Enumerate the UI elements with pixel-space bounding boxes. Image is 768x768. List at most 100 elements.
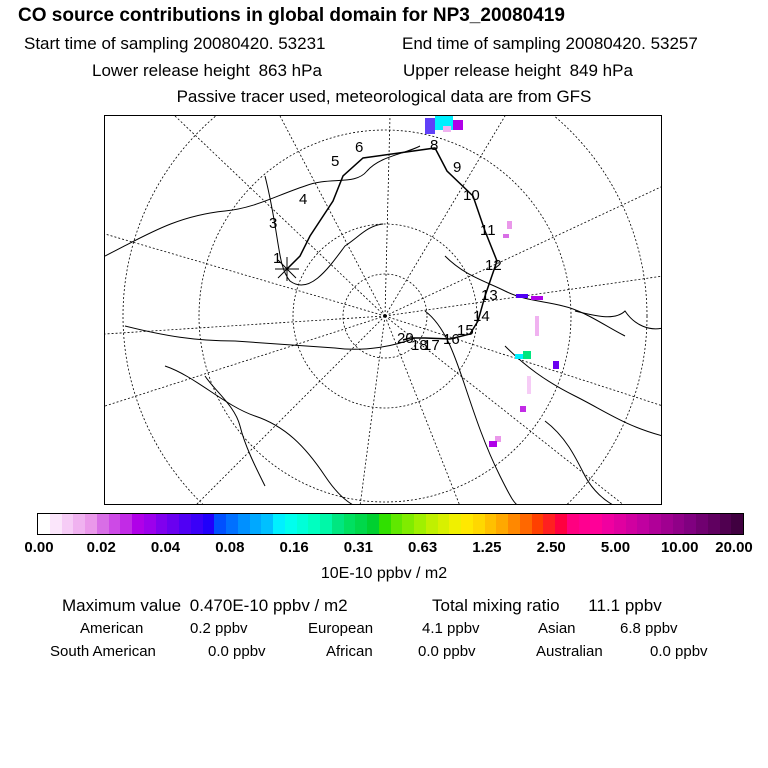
trajectory-label: 10 (463, 187, 480, 204)
colorbar-cell (214, 514, 226, 534)
trajectory-label: 15 (457, 322, 474, 339)
total-mixing-label: Total mixing ratio (432, 596, 560, 615)
colorbar-cell (367, 514, 379, 534)
plume-patch (531, 296, 543, 300)
colorbar-cell (484, 514, 497, 534)
colorbar-cell (202, 514, 215, 534)
colorbar-cell (637, 514, 649, 534)
trajectory-label: 5 (331, 153, 340, 170)
total-mixing-line: Total mixing ratio 11.1 ppbv (432, 596, 662, 616)
meridian (279, 116, 386, 317)
colorbar-cell (61, 514, 74, 534)
colorbar-cell (684, 514, 696, 534)
colorbar-cell (543, 514, 555, 534)
plume-patch (515, 354, 523, 359)
colorbar-cell (378, 514, 391, 534)
trajectory-label: 8 (430, 137, 439, 154)
colorbar-tick-label: 0.31 (343, 539, 373, 556)
colorbar-cell (120, 514, 132, 534)
total-mixing-value: 11.1 ppbv (588, 596, 662, 615)
release-site-marker (275, 257, 299, 281)
region-value: 0.0 ppbv (208, 643, 266, 660)
colorbar-cell (226, 514, 238, 534)
trajectory-label: 11 (480, 222, 496, 239)
plume-patch (553, 361, 559, 369)
colorbar-tick-label: 5.00 (600, 539, 631, 556)
region-name: Australian (536, 643, 603, 660)
region-name: European (308, 620, 374, 637)
colorbar-cell (49, 514, 62, 534)
colorbar-cell (190, 514, 203, 534)
colorbar-cell (731, 514, 743, 534)
colorbar-cell (437, 514, 450, 534)
colorbar-tick-label: 2.50 (536, 539, 566, 556)
colorbar-cell (719, 514, 732, 534)
start-time-line: Start time of sampling 20080420. 53231 (24, 34, 326, 54)
colorbar-units: 10E-10 ppbv / m2 (320, 565, 448, 582)
coastline-canada (264, 175, 384, 286)
coastline-europe (444, 255, 626, 337)
region-value: 4.1 ppbv (422, 620, 480, 637)
colorbar-cell (85, 514, 97, 534)
colorbar-cell (531, 514, 544, 534)
colorbar-tick-label: 0.02 (86, 539, 116, 556)
colorbar-cell (261, 514, 273, 534)
meridian (196, 315, 386, 504)
colorbar-cell (284, 514, 297, 534)
trajectory-label: 14 (473, 308, 490, 325)
coastline-greenland (105, 145, 421, 257)
colorbar-cell (73, 514, 85, 534)
trajectory-label: 20 (397, 330, 414, 347)
meridian (384, 186, 661, 317)
plume-patch (489, 441, 497, 447)
plume-patch (503, 234, 509, 238)
colorbar-tick-label: 0.63 (408, 539, 438, 556)
colorbar-cell (660, 514, 673, 534)
colorbar-cell (390, 514, 403, 534)
trajectory-label: 17 (423, 337, 440, 354)
colorbar-cell (472, 514, 485, 534)
coastline-alaska (164, 365, 353, 504)
plume-patch (523, 351, 531, 359)
colorbar-cell (707, 514, 720, 534)
colorbar-cell (108, 514, 121, 534)
trajectory-label: 1 (273, 250, 282, 267)
colorbar-cell (320, 514, 332, 534)
colorbar-tick-label: 0.04 (150, 539, 181, 556)
colorbar-cell (355, 514, 367, 534)
meridian (384, 116, 391, 317)
plume-patch (535, 316, 539, 336)
plume-patch (453, 120, 463, 130)
tracer-note: Passive tracer used, meteorological data… (176, 87, 592, 106)
polar-map: 1 3 4 5 6 8 9 10 11 12 13 14 15 16 17 18… (104, 115, 662, 505)
region-name: African (326, 643, 373, 660)
map-graphic (105, 116, 661, 504)
start-time-label: Start time of sampling (24, 34, 189, 53)
trajectory-label: 18 (411, 337, 428, 354)
trajectory-label: 16 (443, 331, 460, 348)
coastline-arctic (124, 325, 416, 350)
coastline-asia (504, 345, 661, 436)
colorbar-cell (566, 514, 579, 534)
region-name: Asian (538, 620, 576, 637)
meridian (384, 315, 624, 504)
region-value: 6.8 ppbv (620, 620, 678, 637)
colorbar-cell (249, 514, 262, 534)
meridians (105, 116, 661, 504)
upper-release-value: 849 hPa (569, 61, 633, 80)
start-time-value: 20080420. 53231 (193, 34, 326, 53)
latitude-circle (292, 223, 478, 409)
colorbar-cell (155, 514, 168, 534)
plume-patch (495, 436, 501, 442)
colorbar-cell (461, 514, 473, 534)
meridian (384, 315, 661, 406)
colorbar-cell (555, 514, 567, 534)
plume-patch (516, 294, 528, 298)
meridian (359, 315, 386, 504)
colorbar-tick-label: 10.00 (660, 539, 699, 556)
colorbar-cell (696, 514, 708, 534)
colorbar-cell (414, 514, 426, 534)
end-time-line: End time of sampling 20080420. 53257 (402, 34, 698, 54)
coastline-east-asia (544, 420, 613, 504)
colorbar-cell (296, 514, 309, 534)
